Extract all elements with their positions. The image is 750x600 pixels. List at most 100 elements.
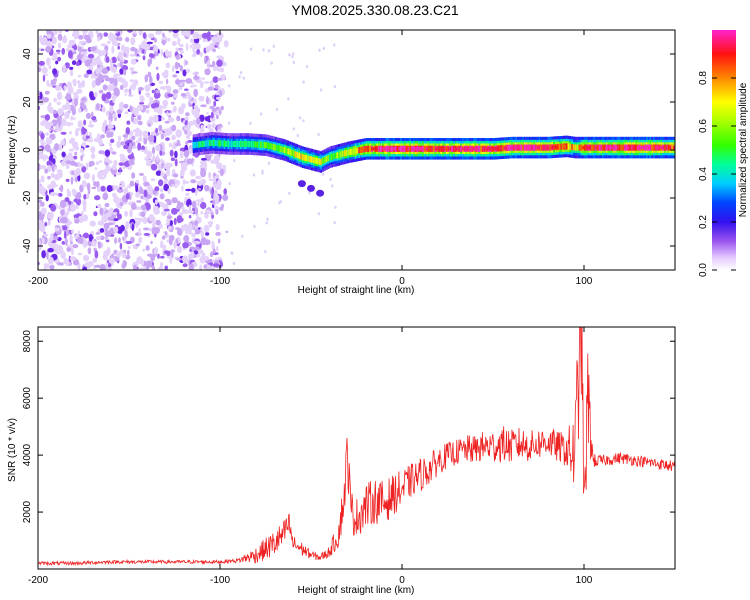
ridge-cell xyxy=(269,143,272,150)
noise-speck xyxy=(161,40,167,45)
ridge-peak-cell xyxy=(363,147,366,151)
snr-panel: -200 -100 0 100 2000 4000 6000 8000 Height of s… xyxy=(7,326,676,596)
noise-speck xyxy=(216,35,223,44)
noise-speck xyxy=(197,188,202,191)
noise-speck xyxy=(199,256,206,264)
ridge-cell xyxy=(423,145,426,152)
noise-speck xyxy=(41,250,46,259)
noise-speck xyxy=(97,170,103,180)
noise-speck xyxy=(70,176,74,185)
noise-speck xyxy=(63,85,67,90)
noise-speck xyxy=(57,42,62,49)
noise-speck xyxy=(43,263,50,266)
noise-speck xyxy=(215,106,220,111)
colorbar-tick-label: 0.6 xyxy=(698,119,709,133)
noise-speck xyxy=(181,30,185,36)
noise-speck xyxy=(71,108,76,116)
y-tick-label: 40 xyxy=(22,48,33,60)
noise-speck xyxy=(81,30,88,34)
noise-speck xyxy=(61,151,66,158)
noise-speck xyxy=(151,89,155,94)
ridge-cell xyxy=(625,144,628,151)
noise-speck xyxy=(232,261,236,265)
noise-speck xyxy=(95,161,100,165)
noise-speck xyxy=(183,149,190,158)
noise-speck xyxy=(116,141,122,148)
ridge-peak-cell xyxy=(487,147,490,151)
noise-speck xyxy=(158,130,164,135)
ridge-cell xyxy=(245,140,248,148)
noise-speck xyxy=(161,235,166,240)
noise-speck xyxy=(164,120,170,124)
noise-speck xyxy=(185,135,191,140)
ridge-cell xyxy=(378,145,381,152)
noise-speck xyxy=(218,90,223,97)
noise-speck xyxy=(54,166,58,170)
noise-speck xyxy=(176,245,183,254)
noise-speck xyxy=(109,105,114,114)
ridge-cell xyxy=(354,147,357,154)
noise-speck xyxy=(112,211,118,216)
noise-speck xyxy=(288,191,291,195)
ridge-peak-cell xyxy=(649,145,652,150)
noise-speck xyxy=(111,45,115,54)
noise-speck xyxy=(143,189,148,198)
ridge-cell xyxy=(451,145,454,152)
ridge-cell xyxy=(298,152,301,159)
noise-speck xyxy=(194,112,200,119)
noise-speck xyxy=(111,151,117,155)
noise-speck xyxy=(63,121,68,126)
ridge-cell xyxy=(360,146,363,153)
noise-speck xyxy=(217,78,223,81)
ridge-cell xyxy=(303,154,306,161)
x-tick-label: 100 xyxy=(576,575,593,586)
noise-speck xyxy=(77,46,82,52)
noise-speck xyxy=(216,126,221,130)
noise-speck xyxy=(166,215,173,219)
noise-speck xyxy=(140,204,147,211)
noise-speck xyxy=(98,150,105,155)
ridge-cell xyxy=(285,147,288,154)
noise-speck xyxy=(119,101,124,109)
x-tick-label: -100 xyxy=(210,276,230,287)
noise-speck xyxy=(185,60,188,65)
noise-speck xyxy=(123,69,127,76)
noise-speck xyxy=(113,78,118,87)
noise-speck xyxy=(99,61,103,66)
noise-speck xyxy=(143,227,150,231)
noise-speck xyxy=(194,206,199,215)
noise-speck xyxy=(165,137,170,142)
noise-speck xyxy=(196,49,201,55)
noise-speck xyxy=(85,112,92,119)
ridge-cell xyxy=(356,147,359,154)
noise-speck xyxy=(120,156,127,163)
noise-speck xyxy=(184,88,189,91)
noise-speck xyxy=(65,259,71,267)
noise-speck xyxy=(118,184,126,188)
noise-speck xyxy=(92,258,97,263)
noise-speck xyxy=(137,120,143,126)
noise-speck xyxy=(135,243,140,247)
noise-speck xyxy=(191,54,196,57)
noise-speck xyxy=(129,209,133,218)
ridge-cell xyxy=(252,141,255,148)
noise-speck xyxy=(190,84,194,88)
noise-speck xyxy=(138,172,145,176)
noise-speck xyxy=(260,112,263,116)
ridge-cell xyxy=(300,153,303,160)
noise-speck xyxy=(163,208,170,212)
noise-speck xyxy=(72,244,79,249)
ridge-peak-cell xyxy=(469,147,472,151)
noise-speck xyxy=(249,47,253,51)
noise-speck xyxy=(63,230,67,239)
ridge-peak-cell xyxy=(627,145,630,150)
snr-y-axis-label: SNR (10 * v/v) xyxy=(7,418,18,482)
noise-speck xyxy=(199,52,203,57)
noise-speck xyxy=(208,178,215,182)
noise-speck xyxy=(264,250,267,254)
noise-speck xyxy=(73,155,78,160)
noise-speck xyxy=(113,195,120,204)
noise-speck xyxy=(135,179,139,184)
ridge-cell xyxy=(340,151,343,158)
